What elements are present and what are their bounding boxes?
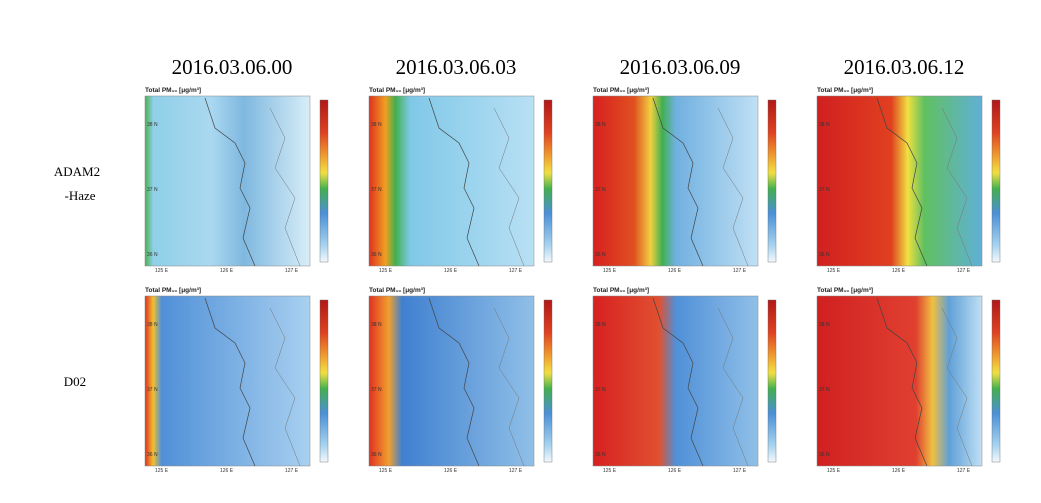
panel-title: Total PM₁₀ [μg/m³] <box>145 287 201 294</box>
lat-label: 38 N <box>595 322 606 328</box>
panel-title: Total PM₁₀ [μg/m³] <box>369 287 425 294</box>
coastline <box>941 307 973 467</box>
row-label: -Haze <box>64 188 95 203</box>
lat-label: 38 N <box>819 122 830 128</box>
lon-label: 127 E <box>509 468 523 474</box>
coastline <box>717 107 749 267</box>
coastline <box>428 297 480 467</box>
lat-label: 36 N <box>819 252 830 258</box>
lat-label: 36 N <box>147 452 158 458</box>
lon-label: 126 E <box>444 468 458 474</box>
column-header: 2016.03.06.03 <box>396 55 517 79</box>
lon-label: 127 E <box>509 268 523 274</box>
lon-label: 126 E <box>668 468 682 474</box>
colorbar <box>991 299 1001 463</box>
panel-title: Total PM₁₀ [μg/m³] <box>817 87 873 94</box>
panel-title: Total PM₁₀ [μg/m³] <box>593 87 649 94</box>
panel-title: Total PM₁₀ [μg/m³] <box>593 287 649 294</box>
coastline <box>941 107 973 267</box>
lat-label: 37 N <box>595 187 606 193</box>
lat-label: 38 N <box>371 122 382 128</box>
lon-label: 127 E <box>285 468 299 474</box>
lat-label: 37 N <box>147 187 158 193</box>
panel-title: Total PM₁₀ [μg/m³] <box>369 87 425 94</box>
colorbar <box>543 99 553 263</box>
lon-label: 127 E <box>957 468 971 474</box>
coastline <box>269 307 301 467</box>
lon-label: 125 E <box>155 268 169 274</box>
colorbar <box>543 299 553 463</box>
lon-label: 127 E <box>733 268 747 274</box>
lat-label: 38 N <box>371 322 382 328</box>
lat-label: 37 N <box>147 387 158 393</box>
lon-label: 125 E <box>603 468 617 474</box>
lat-label: 36 N <box>595 452 606 458</box>
coastline <box>652 297 704 467</box>
lon-label: 125 E <box>379 268 393 274</box>
coastline <box>493 307 525 467</box>
lat-label: 37 N <box>819 387 830 393</box>
map <box>592 295 759 467</box>
lat-label: 36 N <box>819 452 830 458</box>
lat-label: 38 N <box>819 322 830 328</box>
column-header: 2016.03.06.09 <box>620 55 741 79</box>
map <box>816 95 983 267</box>
row-label: D02 <box>64 374 86 389</box>
lat-label: 37 N <box>819 187 830 193</box>
panel-title: Total PM₁₀ [μg/m³] <box>145 87 201 94</box>
coastline <box>204 297 256 467</box>
lon-label: 127 E <box>285 268 299 274</box>
lon-label: 126 E <box>892 268 906 274</box>
lon-label: 125 E <box>603 268 617 274</box>
lat-label: 36 N <box>371 252 382 258</box>
coastline <box>876 97 928 267</box>
lat-label: 38 N <box>147 322 158 328</box>
lat-label: 38 N <box>147 122 158 128</box>
coastline <box>269 107 301 267</box>
lat-label: 36 N <box>371 452 382 458</box>
lon-label: 125 E <box>827 268 841 274</box>
coastline <box>717 307 749 467</box>
lat-label: 36 N <box>147 252 158 258</box>
coastline <box>428 97 480 267</box>
colorbar <box>767 99 777 263</box>
lat-label: 36 N <box>595 252 606 258</box>
panel-title: Total PM₁₀ [μg/m³] <box>817 287 873 294</box>
colorbar <box>319 99 329 263</box>
lon-label: 126 E <box>668 268 682 274</box>
lon-label: 125 E <box>379 468 393 474</box>
lon-label: 126 E <box>444 268 458 274</box>
lon-label: 126 E <box>220 468 234 474</box>
map <box>368 95 535 267</box>
lat-label: 37 N <box>595 387 606 393</box>
lon-label: 126 E <box>220 268 234 274</box>
coastline <box>204 97 256 267</box>
lon-label: 125 E <box>155 468 169 474</box>
lat-label: 37 N <box>371 187 382 193</box>
lon-label: 126 E <box>892 468 906 474</box>
row-label: ADAM2 <box>54 164 100 179</box>
map <box>144 95 311 267</box>
lon-label: 127 E <box>957 268 971 274</box>
lat-label: 37 N <box>371 387 382 393</box>
lon-label: 127 E <box>733 468 747 474</box>
map <box>368 295 535 467</box>
coastline <box>652 97 704 267</box>
column-header: 2016.03.06.12 <box>844 55 965 79</box>
lat-label: 38 N <box>595 122 606 128</box>
map <box>592 95 759 267</box>
lon-label: 125 E <box>827 468 841 474</box>
map <box>816 295 983 467</box>
coastline <box>493 107 525 267</box>
colorbar <box>767 299 777 463</box>
map <box>144 295 311 467</box>
colorbar <box>991 99 1001 263</box>
column-header: 2016.03.06.00 <box>172 55 293 79</box>
colorbar <box>319 299 329 463</box>
coastline <box>876 297 928 467</box>
